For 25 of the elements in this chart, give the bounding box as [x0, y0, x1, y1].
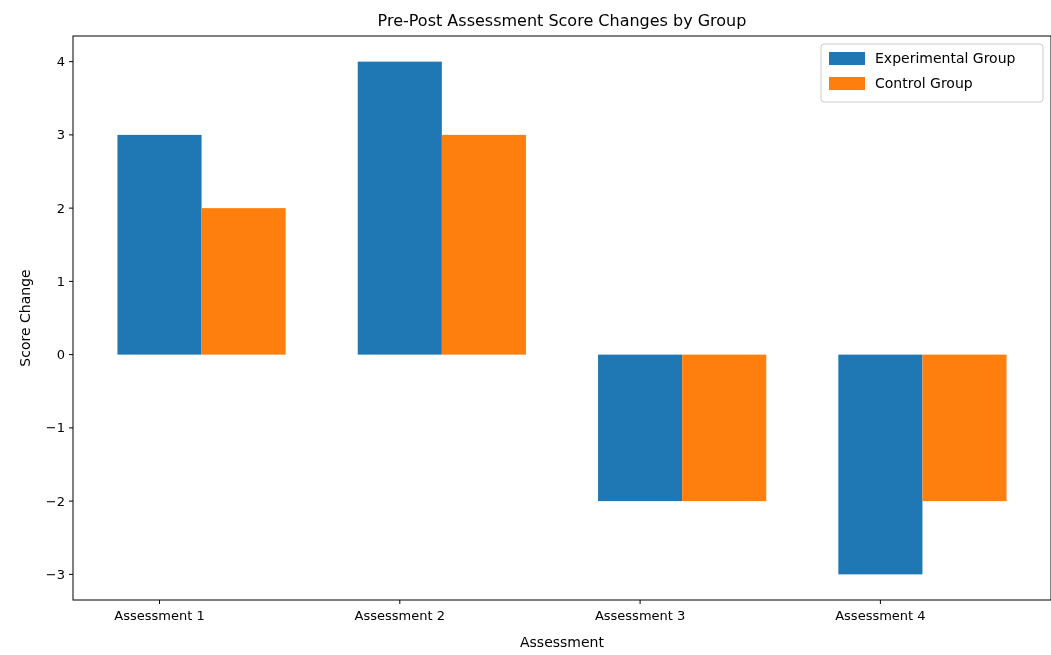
- y-tick-label: 4: [56, 54, 65, 70]
- legend-label: Control Group: [875, 75, 973, 91]
- bar: [598, 354, 683, 502]
- y-tick-label: −3: [45, 566, 65, 582]
- bar: [441, 134, 526, 355]
- y-tick-label: −2: [45, 493, 65, 509]
- y-tick-label: 0: [56, 347, 65, 363]
- y-tick-label: 3: [56, 127, 65, 143]
- x-tick-label: Assessment 1: [114, 608, 205, 623]
- bar: [201, 208, 286, 355]
- legend-label: Experimental Group: [875, 50, 1016, 66]
- y-tick-label: −1: [45, 420, 65, 436]
- bar: [117, 134, 202, 355]
- bar: [838, 354, 923, 575]
- x-tick-label: Assessment 3: [594, 608, 686, 623]
- chart-title: Pre-Post Assessment Score Changes by Group: [377, 11, 747, 30]
- y-axis-title: Score Change: [17, 269, 33, 367]
- y-tick-label: 1: [56, 273, 65, 289]
- x-tick-label: Assessment 2: [354, 608, 445, 623]
- bar: [922, 354, 1007, 502]
- bar: [682, 354, 767, 502]
- x-tick-label: Assessment 4: [835, 608, 926, 623]
- y-tick-label: 2: [56, 200, 65, 216]
- x-axis-title: Assessment: [520, 634, 605, 650]
- bar: [357, 61, 442, 355]
